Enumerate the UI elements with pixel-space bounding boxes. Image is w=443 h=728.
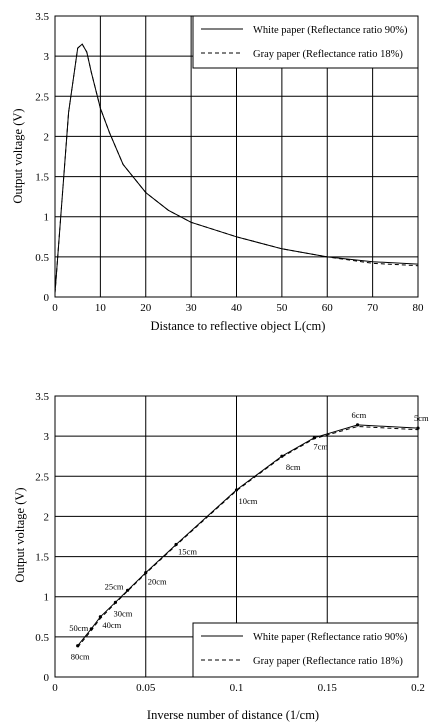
data-point (174, 542, 178, 547)
y-tick-label: 1.5 (35, 172, 49, 184)
point-label: 7cm (313, 442, 328, 452)
y-tick-label: 3 (44, 51, 50, 63)
x-tick-label: 30 (186, 302, 198, 314)
point-label: 50cm (69, 623, 88, 633)
legend-label: White paper (Reflectance ratio 90%) (253, 632, 408, 643)
series-line-white-paper (77, 424, 419, 647)
series-line-gray-paper (54, 43, 419, 294)
y-tick-label: 2 (44, 131, 50, 143)
point-label: 5cm (414, 413, 429, 423)
chart-inverse-distance-x-axis-label: Inverse number of distance (1/cm) (147, 708, 319, 722)
chart-inverse-distance-point-labels: 80cm 50cm 40cm 30cm 25cm 20cm 15cm 10cm 8cm 7cm 6c… (69, 410, 429, 662)
chart-distance: 0 10 20 30 40 50 60 70 80 0 0.5 1 1.5 2 2.5 3 3.5 Distan… (11, 11, 424, 333)
y-tick-label: 0 (44, 292, 50, 304)
legend-label: Gray paper (Reflectance ratio 18%) (253, 49, 403, 60)
x-tick-label: 0 (52, 682, 58, 694)
point-label: 10cm (239, 496, 258, 506)
point-label: 40cm (102, 620, 121, 630)
y-tick-label: 0.5 (35, 252, 49, 264)
point-label: 25cm (105, 581, 124, 591)
series-line-gray-paper (77, 425, 419, 648)
x-tick-label: 40 (231, 302, 243, 314)
legend-box (192, 15, 419, 69)
x-tick-label: 50 (276, 302, 288, 314)
y-tick-label: 3.5 (35, 391, 49, 403)
legend-label: White paper (Reflectance ratio 90%) (253, 25, 408, 36)
x-tick-label: 80 (413, 302, 425, 314)
x-tick-label: 70 (367, 302, 379, 314)
x-tick-label: 0.2 (411, 682, 425, 694)
chart-inverse-distance-legend: White paper (Reflectance ratio 90%) Gray … (192, 622, 419, 678)
chart-distance-x-axis-label: Distance to reflective object L(cm) (151, 319, 326, 333)
data-point (234, 488, 239, 492)
legend-box (192, 622, 419, 678)
point-label: 6cm (352, 410, 367, 420)
y-tick-label: 1 (44, 592, 50, 604)
data-point (126, 588, 130, 592)
point-label: 30cm (113, 608, 132, 618)
x-tick-label: 10 (95, 302, 107, 314)
chart-inverse-distance-series (76, 423, 420, 648)
chart-distance-ticks: 0 10 20 30 40 50 60 70 80 0 0.5 1 1.5 2 2.5 3 3.5 (35, 11, 424, 314)
data-point (144, 571, 148, 575)
chart-distance-legend: White paper (Reflectance ratio 90%) Gray … (192, 15, 419, 69)
y-tick-label: 2 (44, 511, 50, 523)
point-label: 80cm (71, 652, 90, 662)
chart-inverse-distance-y-axis-label: Output voltage (V) (13, 487, 27, 582)
y-tick-label: 0 (44, 672, 50, 684)
y-tick-label: 2.5 (35, 471, 49, 483)
x-tick-label: 0.15 (318, 682, 338, 694)
y-tick-label: 1 (44, 212, 50, 224)
x-tick-label: 20 (140, 302, 152, 314)
data-point (113, 600, 118, 604)
y-tick-label: 1.5 (35, 552, 49, 564)
chart-distance-y-axis-label: Output voltage (V) (11, 108, 25, 203)
chart-distance-series (54, 43, 419, 294)
chart-inverse-distance-ticks: 0 0.05 0.1 0.15 0.2 0 0.5 1 1.5 2 2.5 3 3.5 (35, 391, 425, 694)
legend-label: Gray paper (Reflectance ratio 18%) (253, 656, 403, 667)
point-label: 20cm (148, 577, 167, 587)
point-label: 8cm (286, 462, 301, 472)
y-tick-label: 2.5 (35, 91, 49, 103)
y-tick-label: 3 (44, 431, 50, 443)
x-tick-label: 0 (52, 302, 58, 314)
data-point (355, 423, 360, 427)
x-tick-label: 0.05 (136, 682, 156, 694)
x-tick-label: 0.1 (230, 682, 244, 694)
y-tick-label: 0.5 (35, 632, 49, 644)
y-tick-label: 3.5 (35, 11, 49, 23)
x-tick-label: 60 (322, 302, 334, 314)
point-label: 15cm (178, 547, 197, 557)
